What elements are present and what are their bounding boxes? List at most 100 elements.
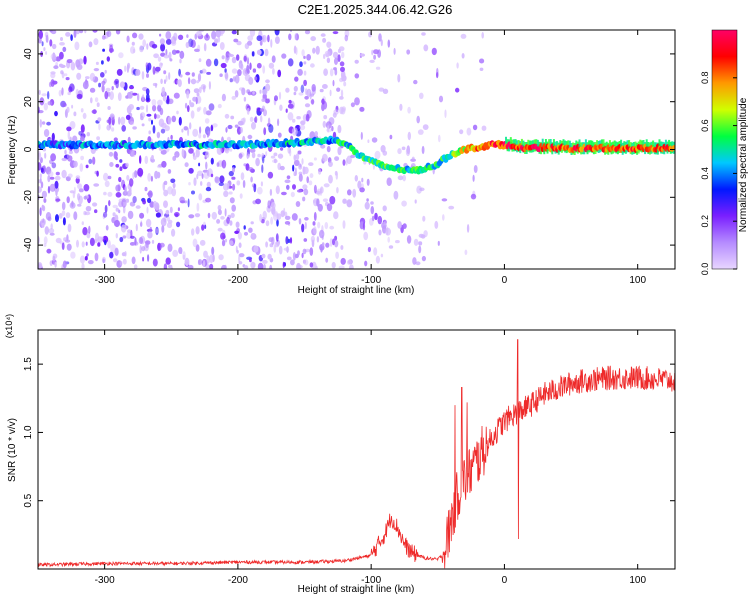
heatmap-cell [334,235,338,241]
heatmap-cell [167,243,173,252]
heatmap-cell [149,226,152,232]
heatmap-cell [210,173,214,178]
heatmap-cell [237,232,242,240]
heatmap-cell [94,252,99,262]
heatmap-cell [340,245,344,250]
heatmap-cell [285,87,290,93]
heatmap-cell [236,180,241,186]
heatmap-cell [110,244,116,254]
heatmap-cell [79,255,86,264]
heatmap-cell [166,222,173,229]
heatmap-cell [91,109,97,114]
heatmap-cell [383,220,387,226]
heatmap-cell [63,73,68,77]
heatmap-cell [38,150,41,157]
heatmap-cell [131,41,135,46]
heatmap-cell [147,62,152,71]
heatmap-cell [329,225,335,230]
heatmap-cell [195,148,200,158]
heatmap-cell [349,264,354,269]
heatmap-cell [92,30,98,33]
heatmap-cell [207,212,211,219]
heatmap-cell [370,201,374,205]
heatmap-cell [257,262,264,269]
heatmap-cell [415,261,421,266]
heatmap-cell [191,72,195,77]
heatmap-cell [338,265,345,269]
heatmap-cell [366,198,369,202]
heatmap-cell [86,132,91,137]
heatmap-cell [204,224,207,229]
heatmap-cell [191,190,195,195]
heatmap-cell [218,254,224,261]
heatmap-cell [73,211,78,221]
heatmap-cell [357,180,362,189]
heatmap-cell [129,86,134,90]
heatmap-cell [154,170,159,180]
heatmap-cell [240,172,245,181]
heatmap-cell [89,87,96,93]
heatmap-cell [50,223,53,230]
heatmap-cell [343,81,347,87]
heatmap-cell [38,89,41,96]
heatmap-cell [109,162,114,167]
heatmap-cell [135,69,141,76]
heatmap-cell [192,155,197,161]
heatmap-cell [234,90,239,98]
heatmap-cell [269,264,273,269]
heatmap-cell [437,240,440,246]
heatmap-cell [104,90,109,100]
heatmap-cell [216,162,220,167]
heatmap-cell [366,178,370,186]
y-tick-label: 1.0 [23,425,34,439]
heatmap-cell [285,236,289,245]
heatmap-cell [407,131,411,141]
heatmap-cell [316,198,320,207]
heatmap-cell [216,219,221,224]
heatmap-cell [347,259,352,265]
y-tick-label: -40 [23,237,34,252]
heatmap-cell [173,32,178,41]
heatmap-cell [119,159,123,163]
heatmap-cell [251,152,256,159]
heatmap-cell [177,79,182,88]
heatmap-cell [346,199,353,208]
heatmap-cell [198,58,202,63]
heatmap-band-cell [568,140,571,153]
heatmap-cell [259,108,265,112]
heatmap-cell [310,63,315,68]
heatmap-cell [151,99,157,106]
heatmap-cell [342,159,346,166]
colorbar-label: Normalized spectral amplitude [738,97,749,232]
heatmap-cell [301,223,305,233]
heatmap-cell [238,254,241,263]
heatmap-cell [288,99,292,104]
heatmap-cell [294,76,299,82]
heatmap-cell [261,164,264,173]
heatmap-cell [145,88,150,95]
heatmap-cell [250,176,253,183]
heatmap-cell [230,212,235,218]
heatmap-cell [317,203,323,212]
heatmap-cell [61,201,66,211]
heatmap-cell [335,251,339,259]
heatmap-cell [115,30,121,35]
heatmap-cell [198,162,201,167]
heatmap-cell [209,263,214,269]
heatmap-cell [212,123,218,128]
heatmap-cell [479,58,485,64]
heatmap-cell [293,85,298,92]
heatmap-cell [255,198,261,205]
heatmap-cell [320,33,326,37]
heatmap-cell [434,220,439,229]
heatmap-cell [361,177,364,183]
heatmap-cell [96,136,100,141]
heatmap-band-cell [602,139,605,152]
heatmap-cell [103,172,109,181]
heatmap-cell [314,131,319,137]
heatmap-cell [223,183,229,191]
heatmap-cell [199,126,202,134]
heatmap-cell [185,71,191,76]
heatmap-cell [84,255,88,261]
heatmap-cell [286,184,290,190]
